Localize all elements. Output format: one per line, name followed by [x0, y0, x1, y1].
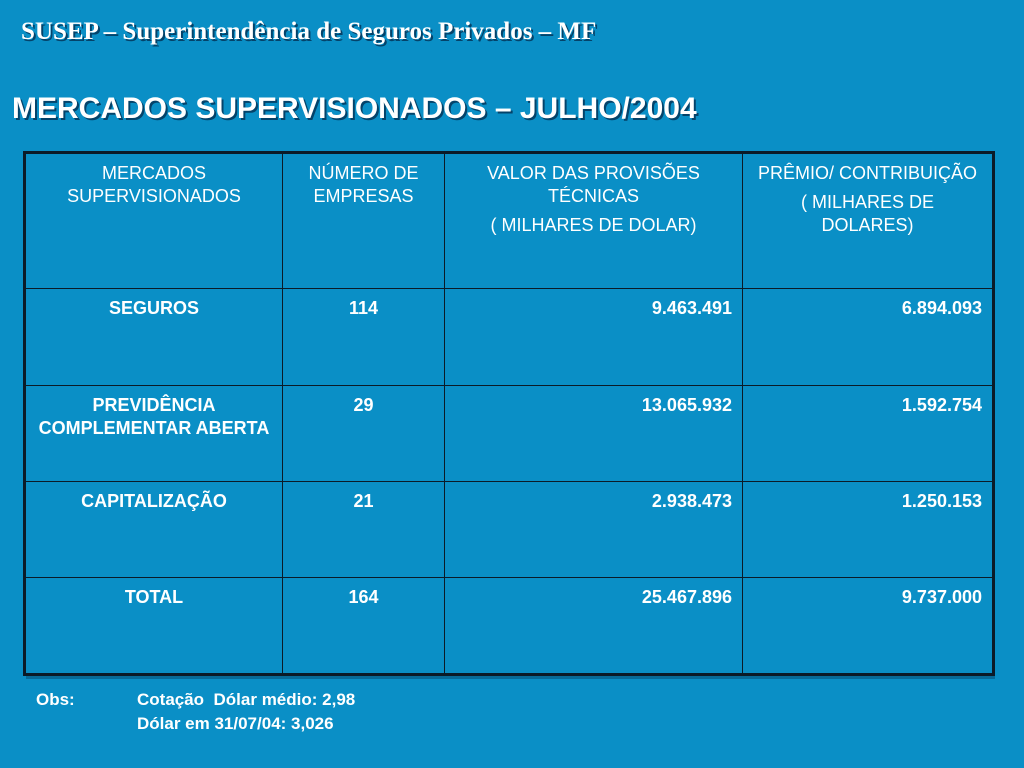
obs-line-rate-date: Dólar em 31/07/04: 3,026 [137, 714, 334, 733]
column-header-unit: ( MILHARES DE DOLARES) [800, 192, 935, 235]
column-header-mercados: MERCADOS SUPERVISIONADOS [24, 151, 283, 290]
markets-table: MERCADOS SUPERVISIONADOS NÚMERO DE EMPRE… [23, 151, 995, 676]
obs-label: Obs: [36, 690, 75, 709]
table-row: SEGUROS 114 9.463.491 6.894.093 [24, 288, 994, 386]
column-header-empresas: NÚMERO DE EMPRESAS [282, 151, 445, 290]
cell-premio: 1.592.754 [742, 384, 994, 483]
cell-mercado: PREVIDÊNCIA COMPLEMENTAR ABERTA [24, 384, 283, 483]
cell-provisoes: 13.065.932 [444, 384, 743, 483]
cell-empresas: 164 [282, 577, 445, 675]
cell-empresas: 29 [282, 384, 445, 483]
table-row: CAPITALIZAÇÃO 21 2.938.473 1.250.153 [24, 481, 994, 579]
column-header-label: PRÊMIO/ CONTRIBUIÇÃO [757, 163, 977, 183]
cell-premio: 1.250.153 [742, 481, 994, 579]
table-header-row: MERCADOS SUPERVISIONADOS NÚMERO DE EMPRE… [24, 151, 994, 290]
cell-mercado: SEGUROS [24, 288, 283, 386]
page-title: MERCADOS SUPERVISIONADOS – JULHO/2004 [12, 92, 697, 125]
cell-mercado: CAPITALIZAÇÃO [24, 481, 283, 579]
column-header-provisoes: VALOR DAS PROVISÕES TÉCNICAS ( MILHARES … [444, 151, 743, 290]
org-header: SUSEP – Superintendência de Seguros Priv… [21, 18, 597, 45]
markets-table-container: MERCADOS SUPERVISIONADOS NÚMERO DE EMPRE… [23, 151, 995, 676]
cell-premio: 9.737.000 [742, 577, 994, 675]
cell-empresas: 21 [282, 481, 445, 579]
cell-provisoes: 9.463.491 [444, 288, 743, 386]
cell-mercado: TOTAL [24, 577, 283, 675]
cell-empresas: 114 [282, 288, 445, 386]
table-row: PREVIDÊNCIA COMPLEMENTAR ABERTA 29 13.06… [24, 384, 994, 483]
table-row-total: TOTAL 164 25.467.896 9.737.000 [24, 577, 994, 675]
obs-line-average-rate: Cotação Dólar médio: 2,98 [137, 690, 356, 709]
column-header-label: VALOR DAS PROVISÕES TÉCNICAS [487, 163, 700, 206]
column-header-unit: ( MILHARES DE DOLAR) [490, 215, 697, 235]
column-header-label: NÚMERO DE EMPRESAS [308, 163, 419, 206]
cell-premio: 6.894.093 [742, 288, 994, 386]
column-header-label: MERCADOS SUPERVISIONADOS [67, 163, 241, 206]
cell-provisoes: 25.467.896 [444, 577, 743, 675]
column-header-premio: PRÊMIO/ CONTRIBUIÇÃO ( MILHARES DE DOLAR… [742, 151, 994, 290]
cell-provisoes: 2.938.473 [444, 481, 743, 579]
